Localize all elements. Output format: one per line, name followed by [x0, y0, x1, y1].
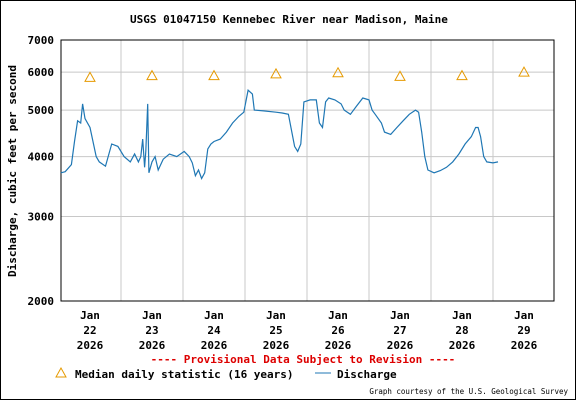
x-tick-label: 2026 — [77, 339, 104, 352]
y-tick-label: 4000 — [28, 151, 55, 164]
median-marker — [208, 69, 220, 81]
x-tick-label: 2026 — [139, 339, 166, 352]
x-tick-label: 24 — [207, 324, 221, 337]
legend: Median daily statistic (16 years) Discha… — [55, 366, 397, 381]
legend-triangle-icon — [55, 366, 67, 378]
x-tick-label: 23 — [145, 324, 158, 337]
y-tick-label: 5000 — [28, 104, 55, 117]
median-marker — [394, 70, 406, 81]
median-marker — [270, 67, 282, 79]
discharge-line — [60, 89, 499, 180]
x-tick-label: 2026 — [511, 339, 538, 352]
plot-area — [60, 39, 555, 302]
median-marker — [146, 69, 158, 81]
y-tick-label: 7000 — [28, 34, 55, 47]
provisional-notice: ---- Provisional Data Subject to Revisio… — [151, 353, 456, 366]
median-marker — [332, 66, 344, 78]
x-tick-label: 29 — [517, 324, 530, 337]
x-tick-label: 26 — [331, 324, 345, 337]
x-tick-label: Jan — [328, 309, 348, 322]
x-tick-label: Jan — [204, 309, 224, 322]
median-markers — [84, 66, 530, 82]
x-tick-label: 2026 — [263, 339, 290, 352]
x-tick-label: 22 — [83, 324, 96, 337]
x-tick-label: 28 — [455, 324, 468, 337]
series-layer — [60, 89, 499, 180]
x-axis-ticks: Jan 22 2026 Jan 23 2026 Jan 24 2026 Jan 25 2026 Jan 2… — [77, 309, 538, 352]
y-tick-label: 6000 — [28, 66, 55, 79]
x-tick-label: Jan — [514, 309, 534, 322]
y-tick-label: 3000 — [28, 211, 55, 224]
median-marker — [518, 66, 530, 77]
y-tick-label: 2000 — [28, 295, 55, 308]
grid-lines — [61, 39, 554, 302]
median-marker — [84, 71, 96, 82]
x-tick-label: Jan — [390, 309, 410, 322]
x-tick-label: Jan — [452, 309, 472, 322]
x-tick-label: 27 — [393, 324, 406, 337]
legend-median-label: Median daily statistic (16 years) — [75, 368, 294, 381]
x-tick-label: 2026 — [325, 339, 352, 352]
median-marker — [456, 69, 468, 81]
x-tick-label: Jan — [80, 309, 100, 322]
x-tick-label: Jan — [142, 309, 162, 322]
x-tick-label: Jan — [266, 309, 286, 322]
legend-discharge-label: Discharge — [337, 368, 397, 381]
y-axis-ticks: 2000 3000 4000 5000 6000 7000 — [28, 34, 55, 308]
x-tick-label: 2026 — [449, 339, 476, 352]
chart-title: USGS 01047150 Kennebec River near Madiso… — [130, 13, 448, 26]
x-tick-label: 25 — [269, 324, 282, 337]
x-tick-label: 2026 — [201, 339, 228, 352]
x-tick-label: 2026 — [387, 339, 414, 352]
y-axis-label: Discharge, cubic feet per second — [6, 65, 19, 277]
credit-text: Graph courtesy of the U.S. Geological Su… — [369, 387, 568, 396]
